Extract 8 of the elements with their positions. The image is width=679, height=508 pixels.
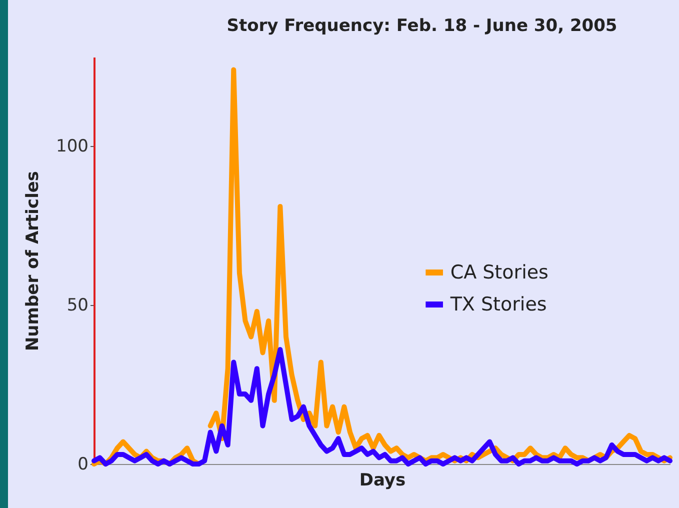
chart-title: Story Frequency: Feb. 18 - June 30, 2005 (226, 16, 618, 36)
legend-label: TX Stories (449, 294, 547, 316)
legend-label: CA Stories (450, 262, 548, 284)
y-tick-label: 50 (66, 296, 88, 316)
y-tick-label: 0 (78, 454, 88, 474)
y-tick-label: 100 (56, 136, 88, 157)
y-axis-title: Number of Articles (23, 170, 44, 352)
x-axis-title: Days (359, 470, 406, 490)
